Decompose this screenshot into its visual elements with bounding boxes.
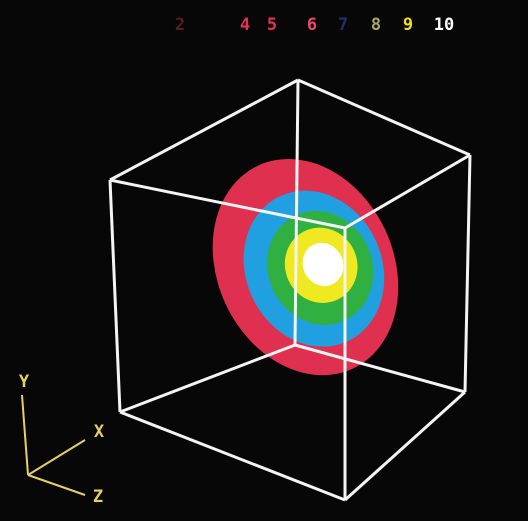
legend-label: 9 xyxy=(403,15,413,35)
axis-line xyxy=(27,474,86,496)
legend-label: 7 xyxy=(338,15,348,35)
axis-line xyxy=(21,394,29,476)
legend: 2 4 5 6 7 8 9 10 xyxy=(175,15,454,35)
bounding-box xyxy=(108,78,472,502)
box-edge xyxy=(108,179,122,413)
box-edge xyxy=(119,410,346,502)
box-edge xyxy=(344,153,471,230)
axis-label: X xyxy=(94,422,105,442)
legend-label: 4 xyxy=(240,15,250,35)
box-edge xyxy=(294,343,466,394)
box-edge xyxy=(463,154,472,393)
axis-line xyxy=(27,439,86,476)
legend-label: 8 xyxy=(371,15,381,35)
legend-label: 5 xyxy=(267,15,277,35)
axis-triad: Y X Z xyxy=(19,372,105,507)
box-edge xyxy=(297,78,471,157)
legend-label: 6 xyxy=(307,15,317,35)
box-edge xyxy=(119,343,296,414)
axis-label: Y xyxy=(19,372,30,392)
region-white xyxy=(302,242,344,287)
box-edge xyxy=(343,390,467,502)
data-cloud xyxy=(212,159,399,376)
legend-label: 2 xyxy=(175,15,185,35)
box-edge xyxy=(109,78,299,182)
axis-label: Z xyxy=(93,487,103,507)
box-edge xyxy=(109,178,346,230)
legend-label: 10 xyxy=(434,15,454,35)
box-edge xyxy=(293,79,300,346)
